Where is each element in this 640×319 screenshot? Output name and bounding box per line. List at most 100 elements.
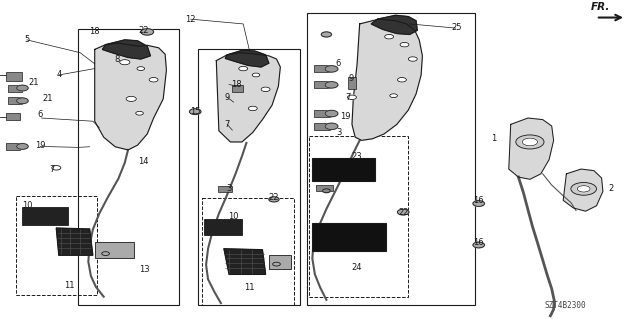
Bar [198, 49, 300, 305]
Text: FR.: FR. [591, 2, 610, 12]
Circle shape [136, 111, 143, 115]
Circle shape [126, 96, 136, 101]
Polygon shape [224, 249, 266, 274]
Text: 25: 25 [451, 23, 461, 32]
Polygon shape [102, 40, 150, 59]
Text: 9: 9 [348, 74, 353, 83]
Text: 12: 12 [186, 15, 196, 24]
Text: 7: 7 [225, 120, 230, 129]
Bar [314, 110, 330, 117]
Circle shape [571, 182, 596, 195]
Circle shape [273, 262, 280, 266]
Bar [95, 242, 134, 258]
Text: 1: 1 [492, 134, 497, 143]
Bar [309, 136, 408, 297]
Polygon shape [509, 118, 554, 179]
Text: 14: 14 [138, 157, 148, 166]
Circle shape [325, 82, 338, 88]
Polygon shape [56, 228, 93, 255]
Text: 2: 2 [609, 184, 614, 193]
Text: SZT4B2300: SZT4B2300 [544, 301, 586, 310]
Bar [348, 77, 356, 89]
Bar [6, 72, 22, 81]
Circle shape [321, 32, 332, 37]
Circle shape [325, 123, 338, 130]
Circle shape [473, 242, 484, 248]
Circle shape [390, 94, 397, 98]
Circle shape [239, 66, 248, 71]
Text: 10: 10 [22, 201, 32, 210]
Text: 6: 6 [37, 110, 42, 119]
Text: 11: 11 [244, 283, 255, 292]
Text: 23: 23 [352, 152, 362, 161]
Text: 18: 18 [90, 27, 100, 36]
Bar [307, 13, 475, 305]
Circle shape [189, 109, 201, 115]
Polygon shape [95, 43, 166, 150]
Circle shape [141, 29, 154, 35]
Bar [8, 97, 22, 104]
Circle shape [269, 197, 279, 202]
Bar [16, 196, 97, 295]
Polygon shape [352, 19, 422, 140]
Text: 22: 22 [269, 193, 279, 202]
Text: 6: 6 [335, 59, 340, 68]
Bar [269, 255, 291, 269]
Bar [314, 65, 330, 72]
Bar [232, 85, 243, 92]
Circle shape [52, 166, 61, 170]
Text: 7: 7 [50, 165, 55, 174]
Text: 3: 3 [227, 184, 232, 193]
Text: 9: 9 [225, 93, 230, 102]
Text: 18: 18 [232, 80, 242, 89]
Text: 3: 3 [337, 128, 342, 137]
Circle shape [397, 78, 406, 82]
Circle shape [400, 42, 409, 47]
Text: 10: 10 [228, 212, 239, 221]
Polygon shape [371, 15, 417, 34]
Bar [316, 185, 333, 191]
Circle shape [17, 98, 28, 104]
Circle shape [325, 66, 338, 72]
Bar [6, 113, 20, 120]
Text: 8: 8 [115, 55, 120, 63]
Circle shape [261, 87, 270, 92]
Circle shape [17, 144, 28, 149]
Text: 4: 4 [56, 70, 61, 79]
Bar [22, 207, 68, 225]
Text: 16: 16 [474, 238, 484, 247]
Circle shape [120, 60, 130, 65]
Circle shape [385, 34, 394, 39]
Bar [204, 219, 242, 235]
Circle shape [408, 57, 417, 61]
Circle shape [252, 73, 260, 77]
Text: 19: 19 [35, 141, 45, 150]
Bar [78, 29, 179, 305]
Circle shape [516, 135, 544, 149]
Circle shape [323, 189, 330, 193]
Text: 22: 22 [138, 26, 148, 35]
Polygon shape [563, 169, 603, 211]
Text: 7: 7 [345, 93, 350, 102]
Bar [8, 85, 22, 92]
Text: 19: 19 [340, 112, 350, 121]
Bar [312, 158, 375, 181]
Bar [218, 186, 232, 192]
Text: 13: 13 [140, 265, 150, 274]
Text: 21: 21 [43, 94, 53, 103]
Circle shape [348, 95, 356, 100]
Circle shape [397, 209, 409, 215]
Polygon shape [225, 50, 269, 67]
Circle shape [137, 67, 145, 70]
Circle shape [522, 138, 538, 146]
Bar [314, 123, 330, 130]
Text: 11: 11 [64, 281, 74, 290]
Circle shape [149, 78, 158, 82]
Circle shape [577, 186, 590, 192]
Text: 24: 24 [352, 263, 362, 272]
Bar [314, 81, 330, 88]
Circle shape [102, 252, 109, 256]
Polygon shape [216, 53, 280, 142]
Circle shape [325, 110, 338, 117]
Bar [202, 198, 294, 305]
